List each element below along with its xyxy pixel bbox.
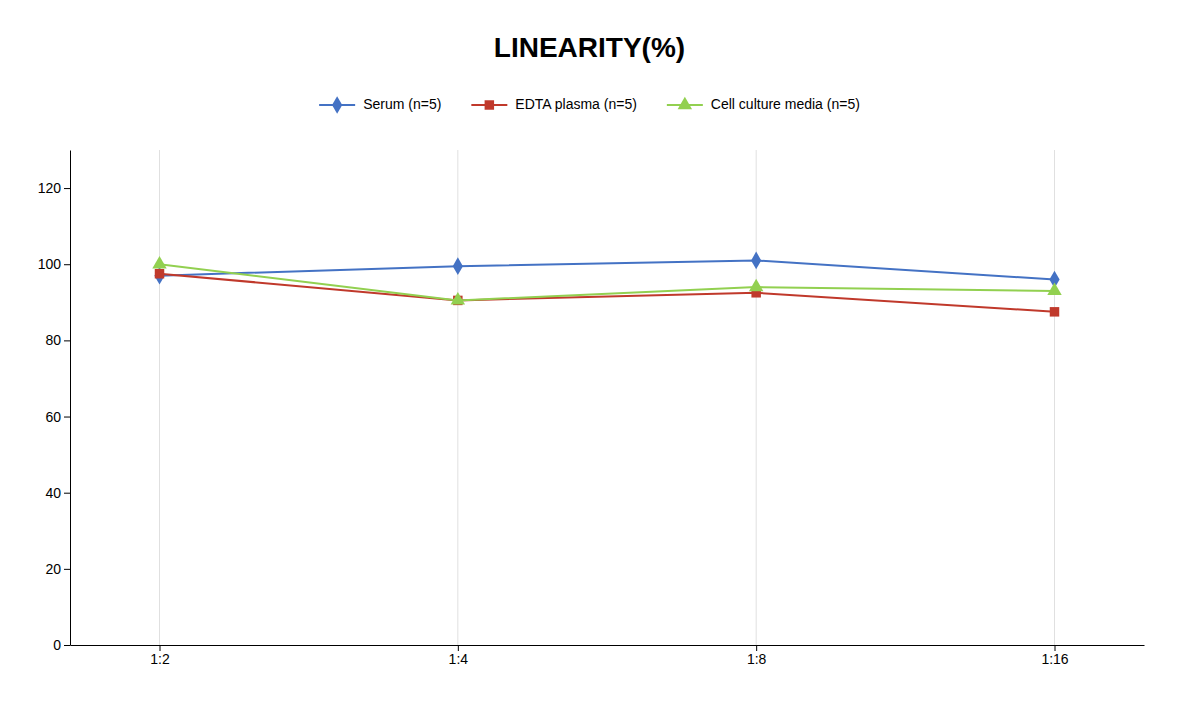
y-tick: 80	[45, 332, 70, 348]
y-tick: 0	[53, 637, 70, 653]
legend: Serum (n=5) EDTA plasma (n=5) Cell culture…	[319, 96, 860, 114]
series-point	[155, 269, 164, 278]
y-tick: 120	[38, 180, 70, 196]
y-tick-label: 20	[45, 561, 61, 577]
x-tick-label: 1:2	[150, 651, 170, 667]
grid-line	[159, 150, 160, 645]
y-tick-label: 0	[53, 637, 61, 653]
legend-marker	[332, 96, 342, 114]
y-tick-label: 40	[45, 485, 61, 501]
legend-marker	[678, 97, 692, 109]
x-tick: 1:8	[747, 645, 767, 667]
marks	[152, 252, 1061, 317]
y-tick-label: 60	[45, 409, 61, 425]
legend-item: Serum (n=5)	[319, 96, 441, 114]
series-point	[749, 279, 763, 291]
y-tick-label: 80	[45, 332, 61, 348]
y-tick-mark	[64, 264, 70, 265]
y-tick: 40	[45, 485, 70, 501]
title: LINEARITY(%)	[494, 32, 685, 63]
grid-line	[457, 150, 458, 645]
series-point	[154, 267, 164, 285]
y-tick-mark	[64, 493, 70, 494]
x-axis: 1:2 1:4 1:8 1:16	[71, 645, 1145, 667]
y-tick-mark	[64, 188, 70, 189]
plot: 1:2 1:4 1:8 1:16 0 20 40 60 80 100 120	[38, 150, 1145, 667]
legend-label: EDTA plasma (n=5)	[515, 96, 637, 112]
series-point	[751, 252, 761, 270]
y-tick-mark	[64, 417, 70, 418]
y-tick: 100	[38, 256, 70, 272]
legend-item: EDTA plasma (n=5)	[471, 96, 637, 112]
y-tick-label: 120	[38, 180, 62, 196]
x-tick-label: 1:8	[747, 651, 767, 667]
x-tick-label: 1:4	[449, 651, 469, 667]
grid-line	[1054, 150, 1055, 645]
y-tick-mark	[64, 340, 70, 341]
y-tick: 60	[45, 409, 70, 425]
series-point	[453, 257, 463, 275]
x-tick-label: 1:16	[1041, 651, 1068, 667]
grid-line	[756, 150, 757, 645]
chart: LINEARITY(%) 1:2 1:4 1:8 1:16 0 20 40 60 80 100 120…	[0, 0, 1179, 705]
y-axis: 0 20 40 60 80 100 120	[38, 151, 71, 653]
legend-label: Cell culture media (n=5)	[711, 96, 860, 112]
legend-item: Cell culture media (n=5)	[667, 96, 860, 112]
y-tick-mark	[64, 569, 70, 570]
grid	[160, 150, 1055, 645]
y-tick: 20	[45, 561, 70, 577]
series-line	[160, 260, 1055, 279]
x-tick: 1:2	[150, 645, 170, 667]
y-axis-line	[70, 151, 71, 646]
x-tick: 1:16	[1041, 645, 1068, 667]
series	[152, 256, 1061, 305]
series-point	[451, 292, 465, 304]
legend-marker	[485, 100, 494, 109]
y-tick-label: 100	[38, 256, 62, 272]
series-line	[160, 264, 1055, 300]
series-point	[1047, 283, 1061, 295]
x-axis-line	[71, 645, 1145, 646]
legend-label: Serum (n=5)	[363, 96, 441, 112]
series-point	[1050, 307, 1059, 316]
x-tick: 1:4	[449, 645, 469, 667]
y-tick-mark	[64, 645, 70, 646]
series-point	[152, 256, 166, 268]
series	[154, 252, 1059, 289]
